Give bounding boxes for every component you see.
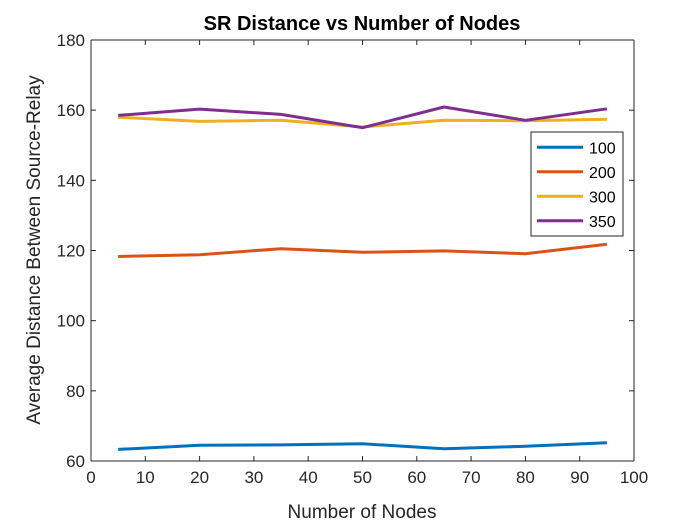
y-tick-label: 80 — [66, 382, 85, 401]
y-axis-label: Average Distance Between Source-Relay — [24, 75, 45, 425]
x-tick-label: 30 — [244, 468, 263, 487]
legend-items: 100 200 300 350 — [537, 140, 616, 231]
legend-box — [530, 131, 624, 237]
x-tick-label: 70 — [462, 468, 481, 487]
y-tick-label: 100 — [57, 312, 85, 331]
y-tick-label: 60 — [66, 452, 85, 471]
series-line-350 — [118, 105, 608, 130]
legend-label-100: 100 — [589, 140, 616, 157]
tick-marks — [90, 39, 635, 462]
legend-label-350: 350 — [589, 214, 616, 231]
legend-label-200: 200 — [589, 165, 616, 182]
tick-labels: 0 10 20 30 40 50 60 70 80 90 100 60 80 100 120 140 160 18… — [57, 31, 649, 487]
x-tick-label: 60 — [407, 468, 426, 487]
legend-label-300: 300 — [589, 189, 616, 206]
series-line-200 — [118, 242, 608, 258]
y-tick-label: 180 — [57, 31, 85, 50]
y-tick-label: 120 — [57, 242, 85, 261]
x-tick-label: 90 — [570, 468, 589, 487]
x-tick-label: 10 — [136, 468, 155, 487]
x-tick-label: 100 — [620, 468, 648, 487]
series-lines — [118, 105, 608, 451]
y-tick-label: 140 — [57, 171, 85, 190]
chart-title: SR Distance vs Number of Nodes — [204, 13, 521, 35]
legend[interactable]: 100 200 300 350 — [530, 131, 624, 237]
x-tick-label: 40 — [299, 468, 318, 487]
x-tick-label: 50 — [353, 468, 372, 487]
x-axis-label: Number of Nodes — [288, 502, 437, 523]
y-tick-label: 160 — [57, 101, 85, 120]
x-tick-label: 0 — [86, 468, 95, 487]
x-tick-label: 80 — [516, 468, 535, 487]
x-tick-label: 20 — [190, 468, 209, 487]
series-line-100 — [118, 441, 607, 451]
